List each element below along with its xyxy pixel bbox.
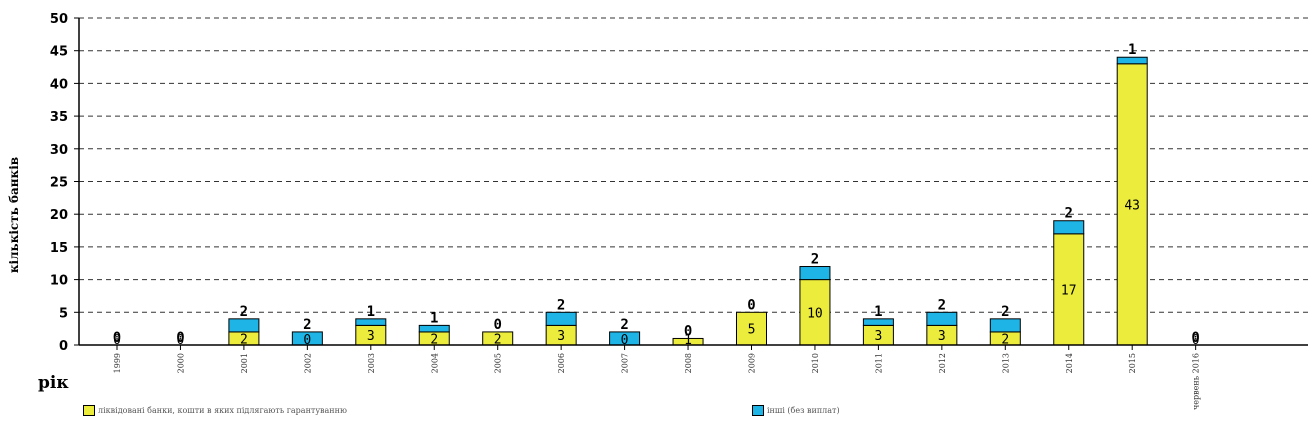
x-tick-label: 2004 (430, 353, 439, 373)
x-tick-label: 2002 (303, 353, 312, 373)
data-label-liquidated: 0 (113, 333, 121, 348)
data-label-other: 1 (430, 310, 438, 326)
data-label-liquidated: 1 (684, 333, 692, 348)
y-tick-label: 45 (50, 45, 68, 60)
data-label-other: 2 (938, 297, 946, 313)
x-tick-label: 2014 (1065, 353, 1074, 373)
y-tick-label: 40 (50, 77, 68, 92)
data-label-other: 1 (1128, 42, 1136, 58)
data-label-other: 2 (620, 317, 628, 333)
y-tick-label: 5 (59, 306, 68, 321)
bar-segment-other (989, 318, 1021, 333)
x-axis-ticks: 1999 2000 2001 2002 2003 2004 2005 2006 2007 2008… (113, 345, 1201, 410)
data-label-liquidated: 0 (177, 333, 185, 348)
bar-segment-other (862, 318, 894, 326)
data-label-liquidated: 3 (557, 329, 565, 344)
data-label-other: 1 (874, 304, 882, 320)
x-tick-label: 2011 (874, 353, 883, 373)
data-label-other: 0 (684, 323, 692, 339)
bar-segment-other (926, 311, 958, 326)
x-tick-label: 2005 (494, 353, 503, 373)
x-tick-label: 2003 (367, 353, 376, 373)
bar-segment-other (355, 318, 387, 326)
y-axis-ticks: 0 5 10 15 20 25 30 35 40 45 50 (50, 12, 79, 354)
data-label-other: 2 (240, 304, 248, 320)
data-label-liquidated: 2 (430, 332, 438, 347)
data-label-liquidated: 2 (1001, 332, 1009, 347)
y-tick-label: 35 (50, 110, 68, 125)
y-axis-title: кількість банків (7, 157, 21, 273)
grid (79, 17, 1308, 313)
x-tick-label: 2012 (938, 353, 947, 373)
legend-item-other: інші (без виплат) (752, 405, 840, 416)
bar-segment-liquidated (799, 279, 831, 346)
bar-segment-other (799, 266, 831, 281)
bar-segment-other (228, 318, 260, 333)
data-label-other: 2 (1001, 304, 1009, 320)
bar-segment-liquidated (1116, 63, 1148, 346)
data-label-other: 0 (747, 297, 755, 313)
x-tick-label: 2015 (1128, 353, 1137, 373)
x-tick-label: 1999 (113, 353, 122, 373)
data-label-other: 0 (1191, 330, 1199, 346)
y-tick-label: 50 (50, 12, 68, 27)
x-tick-label: 2013 (1001, 353, 1010, 373)
x-tick-label: 2007 (621, 353, 630, 373)
x-tick-label: 2006 (557, 353, 566, 373)
data-label-liquidated: 43 (1124, 198, 1140, 213)
x-tick-label: 2010 (811, 353, 820, 373)
data-label-liquidated: 5 (748, 323, 756, 338)
bar-segment-other (418, 324, 450, 333)
bar-segment-liquidated (1053, 233, 1085, 346)
legend-item-liquidated: ліквідовані банки, кошти в яких підлягаю… (83, 405, 347, 416)
legend-swatch-liquidated (83, 405, 95, 416)
data-label-liquidated: 3 (874, 329, 882, 344)
bar-segment-liquidated (736, 311, 767, 346)
data-label-liquidated: 2 (494, 332, 502, 347)
data-label-liquidated: 2 (240, 332, 248, 347)
data-label-other: 2 (557, 297, 565, 313)
data-label-other: 2 (303, 317, 311, 333)
data-label-other: 0 (113, 330, 121, 346)
data-label-liquidated: 0 (303, 333, 311, 348)
x-tick-label: 2001 (240, 353, 249, 373)
legend-label-other: інші (без виплат) (767, 406, 840, 415)
data-label-other: 0 (176, 330, 184, 346)
bar-segment-other (1116, 56, 1148, 65)
y-tick-label: 10 (50, 274, 68, 289)
legend-label-liquidated: ліквідовані банки, кошти в яких підлягаю… (98, 406, 347, 415)
x-axis-title: рік (38, 373, 69, 393)
data-label-liquidated: 3 (367, 329, 375, 344)
y-tick-label: 30 (50, 143, 68, 158)
data-label-liquidated: 17 (1061, 283, 1077, 298)
data-label-other: 2 (1065, 206, 1073, 222)
data-label-other: 0 (493, 317, 501, 333)
y-tick-label: 0 (59, 339, 68, 354)
y-tick-label: 15 (50, 241, 68, 256)
data-label-liquidated: 0 (621, 333, 629, 348)
x-tick-label: червень 2016 (1192, 353, 1201, 410)
data-label-liquidated: 10 (807, 306, 823, 321)
y-tick-label: 25 (50, 176, 68, 191)
data-label-liquidated: 3 (938, 329, 946, 344)
x-tick-label: 2000 (176, 353, 185, 373)
bar-segment-other (545, 311, 577, 326)
y-tick-label: 20 (50, 208, 68, 223)
data-label-other: 1 (367, 304, 375, 320)
x-tick-label: 2008 (684, 353, 693, 373)
data-label-liquidated: 0 (1192, 333, 1200, 348)
data-label-other: 2 (811, 252, 819, 268)
legend-swatch-other (752, 405, 764, 416)
bar-segment-other (1053, 220, 1085, 235)
x-tick-label: 2009 (748, 353, 757, 373)
